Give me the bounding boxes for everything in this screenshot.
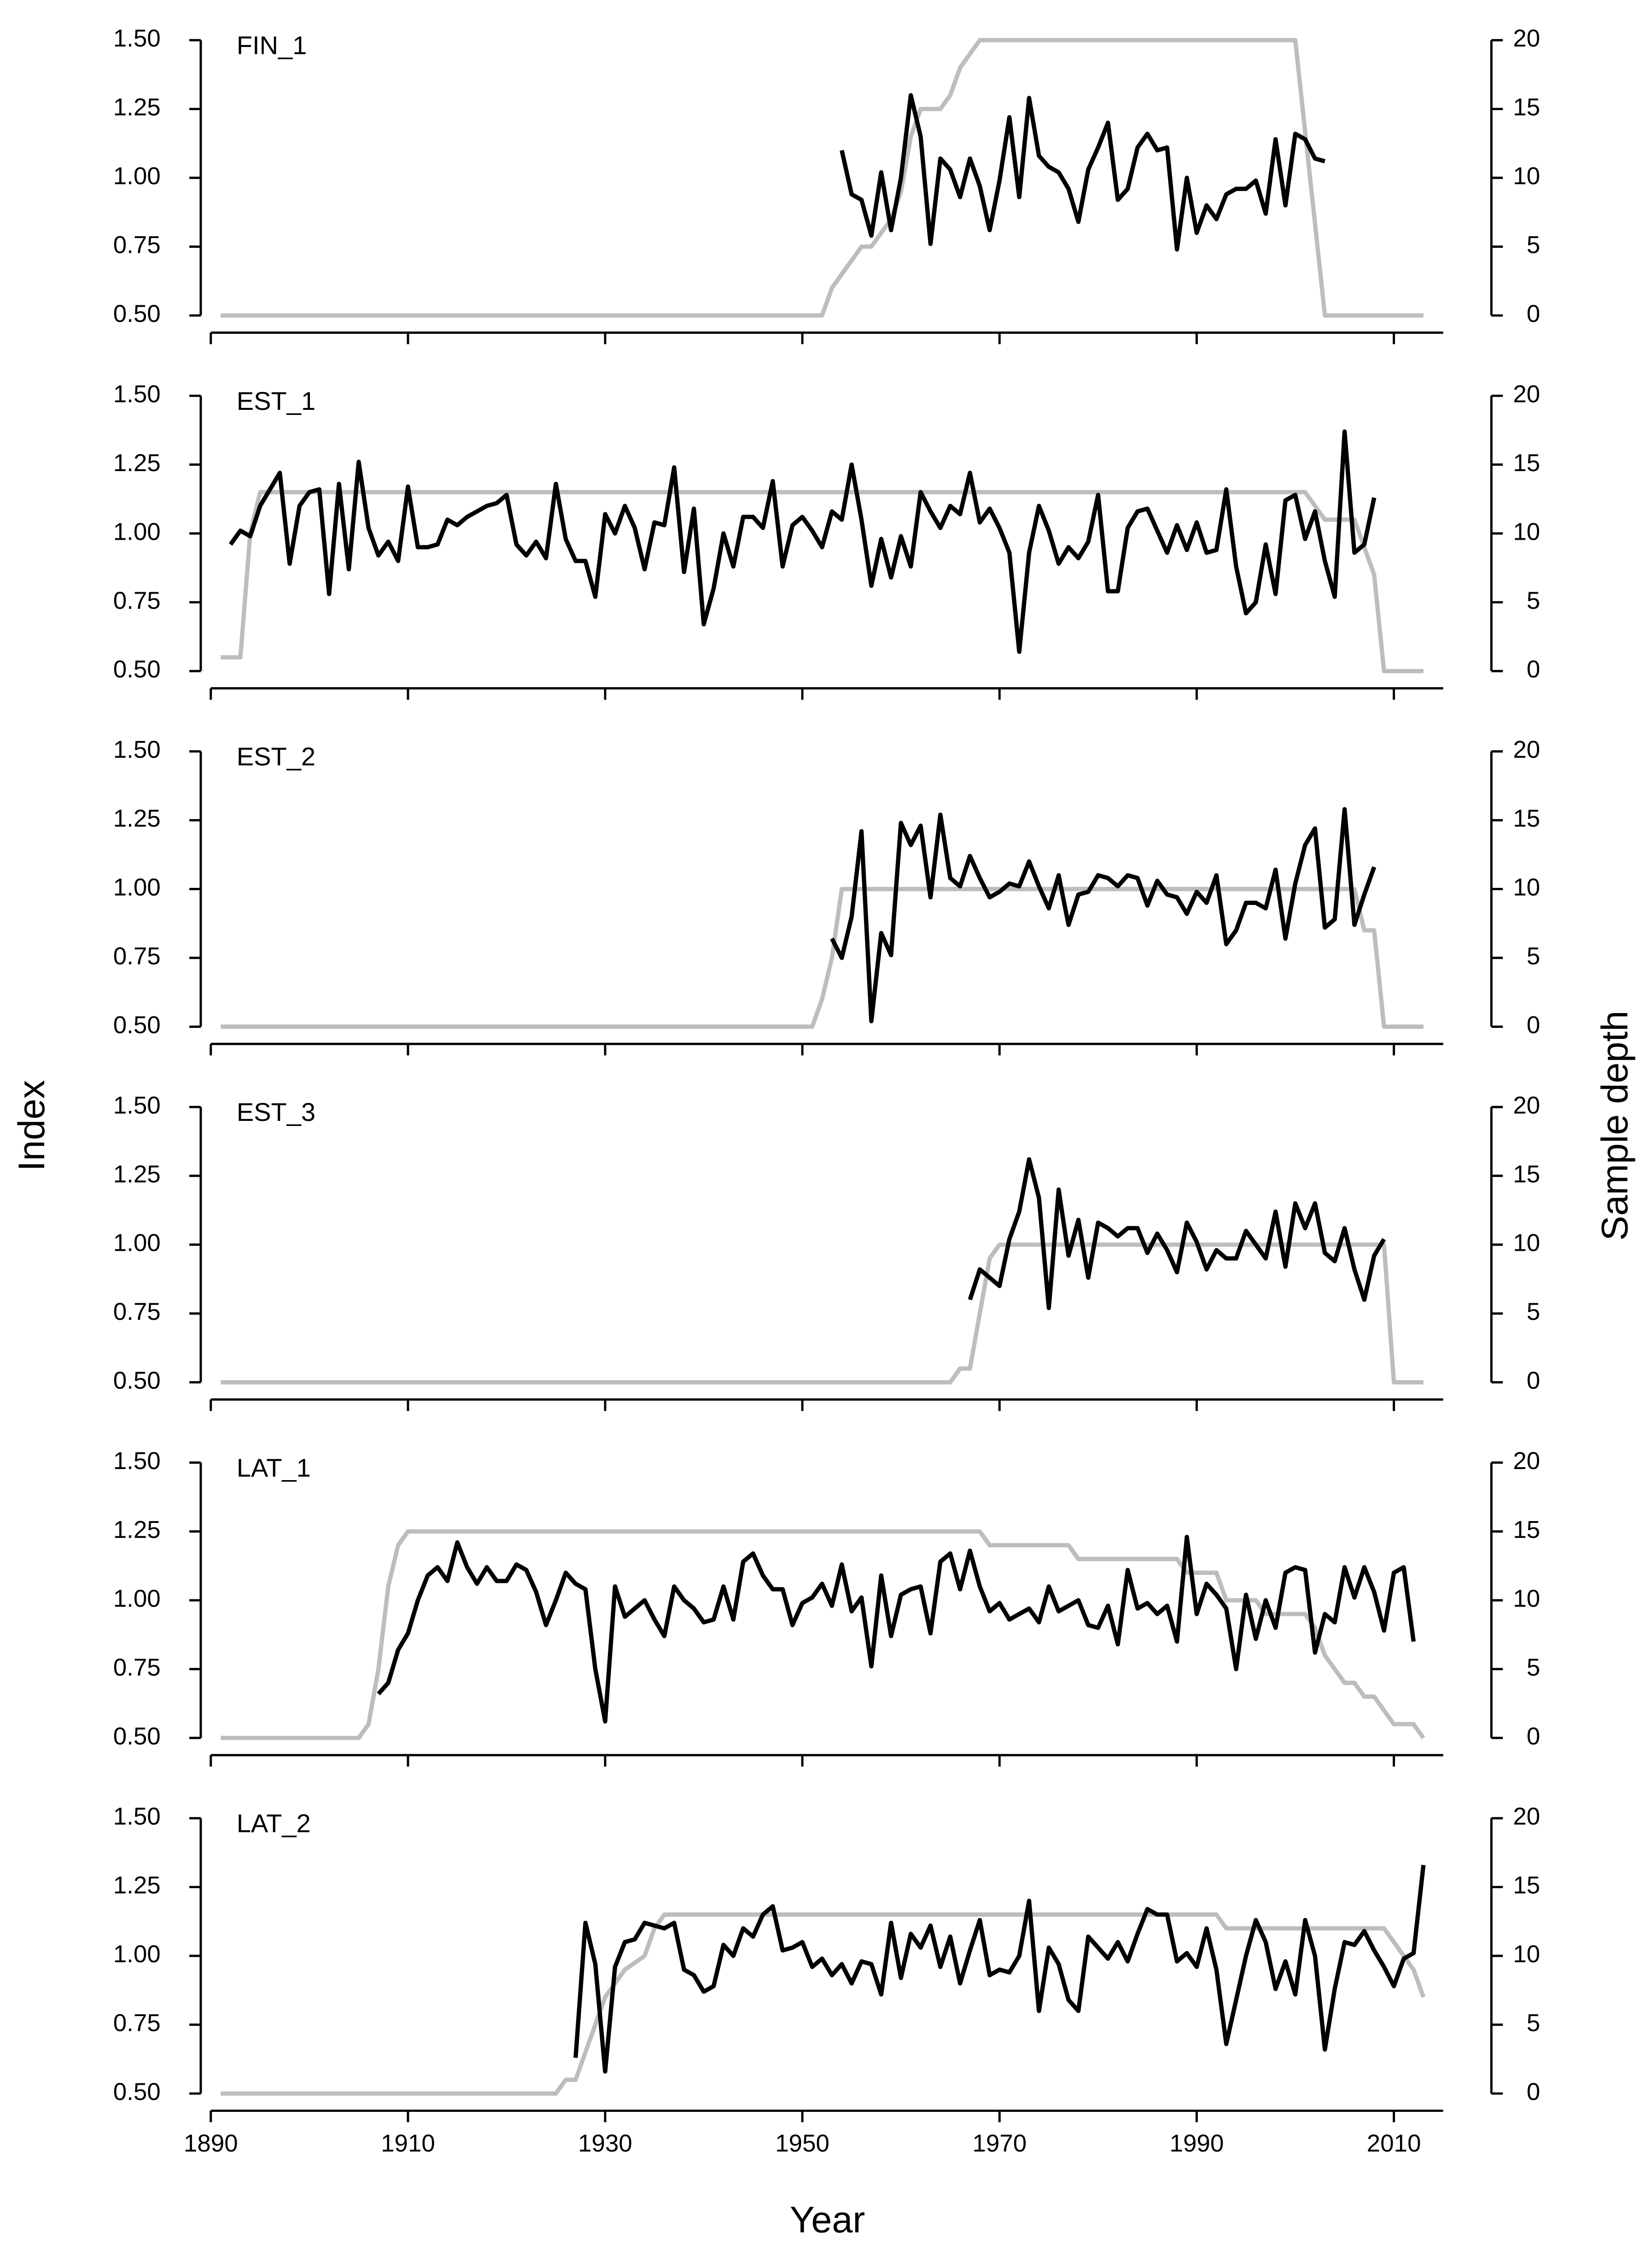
y2-tick-label: 20 xyxy=(1513,1092,1540,1119)
y-tick-label: 1.25 xyxy=(113,94,161,121)
y-tick-label: 0.50 xyxy=(113,1011,161,1038)
y2-tick-label: 10 xyxy=(1513,1585,1540,1612)
y2-tick-label: 20 xyxy=(1513,380,1540,408)
y2-tick-label: 15 xyxy=(1513,1516,1540,1543)
panel-title: EST_2 xyxy=(237,742,315,771)
y-tick-label: 1.00 xyxy=(113,1941,161,1968)
y2-tick-label: 20 xyxy=(1513,1447,1540,1475)
y-tick-label: 1.50 xyxy=(113,1803,161,1830)
y2-tick-label: 10 xyxy=(1513,874,1540,901)
y2-tick-label: 20 xyxy=(1513,1803,1540,1830)
x-tick-label: 1930 xyxy=(578,2130,632,2157)
index-line xyxy=(377,1534,1416,1724)
y2-tick-label: 5 xyxy=(1527,1298,1540,1325)
sample-depth-line xyxy=(221,1912,1426,2096)
index-line xyxy=(968,1157,1386,1310)
y-tick-label: 1.50 xyxy=(113,25,161,52)
y-tick-label: 0.50 xyxy=(113,2078,161,2105)
y2-tick-label: 5 xyxy=(1527,943,1540,970)
sample-depth-line xyxy=(221,490,1424,673)
index-line xyxy=(840,93,1325,252)
y2-tick-label: 10 xyxy=(1513,1941,1540,1968)
panel-title: EST_3 xyxy=(237,1097,315,1126)
sample-depth-line xyxy=(221,38,1424,318)
y2-tick-label: 0 xyxy=(1527,300,1540,327)
x-tick-label: 1910 xyxy=(381,2130,435,2157)
index-line xyxy=(573,1865,1426,2074)
y2-tick-label: 10 xyxy=(1513,163,1540,190)
y2-tick-label: 15 xyxy=(1513,805,1540,832)
y-tick-label: 1.50 xyxy=(113,380,161,408)
y-tick-label: 1.50 xyxy=(113,736,161,764)
y-tick-label: 0.50 xyxy=(113,656,161,683)
y-tick-label: 0.75 xyxy=(113,1298,161,1325)
y-tick-label: 0.75 xyxy=(113,587,161,614)
x-tick-label: 1890 xyxy=(184,2130,238,2157)
y-tick-label: 0.75 xyxy=(113,2010,161,2037)
y-tick-label: 1.25 xyxy=(113,1516,161,1543)
y2-tick-label: 15 xyxy=(1513,94,1540,121)
index-line xyxy=(830,807,1377,1024)
x-tick-label: 2010 xyxy=(1367,2130,1421,2157)
y-tick-label: 0.50 xyxy=(113,1367,161,1394)
y2-tick-label: 10 xyxy=(1513,1230,1540,1257)
y-tick-label: 0.75 xyxy=(113,1654,161,1681)
y2-tick-label: 0 xyxy=(1527,2078,1540,2105)
y-tick-label: 0.50 xyxy=(113,300,161,327)
panel-title: FIN_1 xyxy=(237,31,307,60)
y-tick-label: 1.50 xyxy=(113,1092,161,1119)
y2-tick-label: 15 xyxy=(1513,1160,1540,1188)
x-axis-label: Year xyxy=(790,2199,865,2241)
y2-tick-label: 5 xyxy=(1527,232,1540,259)
y2-tick-label: 15 xyxy=(1513,1872,1540,1899)
y2-tick-label: 0 xyxy=(1527,1723,1540,1750)
x-tick-label: 1970 xyxy=(972,2130,1027,2157)
sample-depth-line xyxy=(221,886,1424,1029)
panel-title: LAT_1 xyxy=(237,1453,311,1482)
y-tick-label: 1.50 xyxy=(113,1447,161,1475)
y-tick-label: 1.25 xyxy=(113,1872,161,1899)
x-tick-label: 1990 xyxy=(1170,2130,1224,2157)
sample-depth-line xyxy=(221,1242,1424,1385)
panel-title: LAT_2 xyxy=(237,1809,311,1838)
y-tick-label: 0.75 xyxy=(113,943,161,970)
y-tick-label: 1.00 xyxy=(113,1230,161,1257)
sample-depth-line xyxy=(221,1529,1425,1740)
y2-tick-label: 20 xyxy=(1513,736,1540,764)
y-tick-label: 1.00 xyxy=(113,874,161,901)
y-tick-label: 1.00 xyxy=(113,518,161,545)
y2-tick-label: 5 xyxy=(1527,1654,1540,1681)
y2-tick-label: 15 xyxy=(1513,449,1540,477)
y2-tick-label: 0 xyxy=(1527,656,1540,683)
index-line xyxy=(228,429,1377,654)
y2-axis-label: Sample depth xyxy=(1594,1011,1636,1241)
y-axis-label: Index xyxy=(11,1080,53,1171)
y-tick-label: 1.00 xyxy=(113,163,161,190)
y2-tick-label: 0 xyxy=(1527,1367,1540,1394)
y2-tick-label: 5 xyxy=(1527,2010,1540,2037)
y-tick-label: 0.50 xyxy=(113,1723,161,1750)
panel-title: EST_1 xyxy=(237,386,315,415)
y2-tick-label: 10 xyxy=(1513,518,1540,545)
y-tick-label: 1.25 xyxy=(113,1160,161,1188)
y2-tick-label: 0 xyxy=(1527,1011,1540,1038)
y2-tick-label: 5 xyxy=(1527,587,1540,614)
y2-tick-label: 20 xyxy=(1513,25,1540,52)
y-tick-label: 1.00 xyxy=(113,1585,161,1612)
x-tick-label: 1950 xyxy=(775,2130,829,2157)
y-tick-label: 1.25 xyxy=(113,805,161,832)
y-tick-label: 1.25 xyxy=(113,449,161,477)
y-tick-label: 0.75 xyxy=(113,232,161,259)
